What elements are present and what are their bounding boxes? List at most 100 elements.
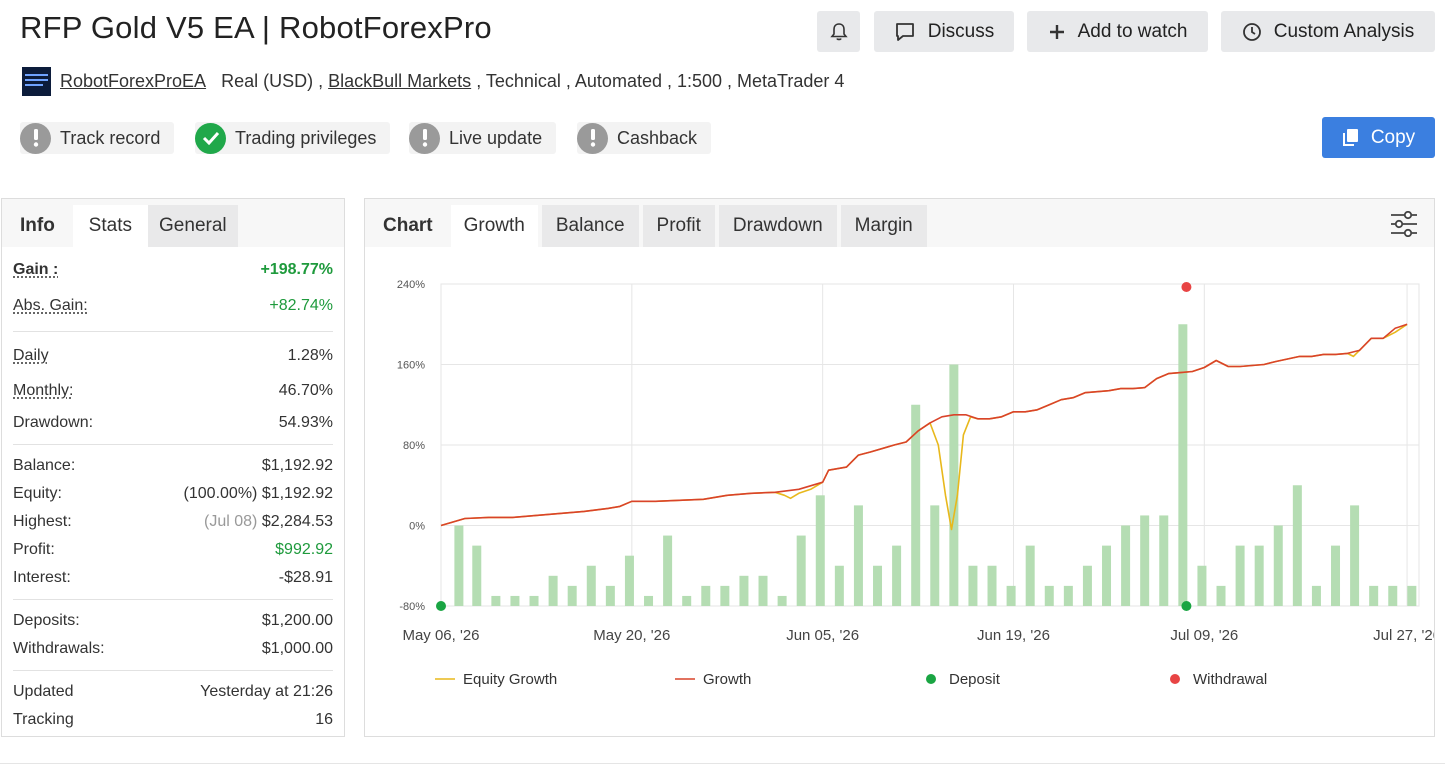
chat-icon <box>895 22 914 41</box>
profit-bar <box>1197 565 1207 606</box>
add-to-watch-label: Add to watch <box>1077 20 1188 42</box>
tab-info[interactable]: Info <box>2 205 73 247</box>
copy-label: Copy <box>1370 126 1416 148</box>
profit-bar <box>739 575 749 606</box>
custom-analysis-label: Custom Analysis <box>1273 20 1415 42</box>
profit-bar <box>1082 565 1092 606</box>
stat-gain: Gain : +198.77% <box>13 261 333 278</box>
x-tick-label: Jun 19, '26 <box>977 627 1050 644</box>
growth-line <box>440 323 1408 527</box>
exclamation-icon <box>577 122 608 154</box>
profit-bar <box>1006 585 1016 606</box>
add-to-watch-button[interactable]: Add to watch <box>1027 11 1208 52</box>
profit-bar <box>1388 585 1398 606</box>
y-tick-label: -80% <box>399 601 425 613</box>
y-tick-label: 240% <box>397 279 425 291</box>
tab-chart[interactable]: Chart <box>365 205 451 247</box>
track-record-label: Track record <box>60 127 161 148</box>
stat-profit: Profit: $992.92 <box>13 541 333 558</box>
stats-panel: Info Stats General Gain : +198.77% Abs. … <box>1 198 345 737</box>
tab-growth[interactable]: Growth <box>450 205 538 247</box>
cashback-badge[interactable]: Cashback <box>577 122 712 154</box>
stat-monthly: Monthly: 46.70% <box>13 382 333 399</box>
profit-bar <box>815 495 825 606</box>
profit-bar <box>1025 545 1035 606</box>
highest-date: (Jul 08) <box>204 513 258 530</box>
account-type: Real (USD) , <box>221 70 324 91</box>
profit-bar <box>720 585 730 606</box>
x-tick-label: May 20, '26 <box>593 627 670 644</box>
stat-updated: Updated Yesterday at 21:26 <box>13 683 333 700</box>
legend-label: Equity Growth <box>463 671 557 688</box>
discuss-button[interactable]: Discuss <box>874 11 1014 52</box>
x-tick-label: May 06, '26 <box>402 627 479 644</box>
divider <box>13 444 333 445</box>
tab-drawdown[interactable]: Drawdown <box>718 205 837 247</box>
profit-bar <box>567 585 577 606</box>
exclamation-icon <box>409 122 440 154</box>
withdrawal-marker <box>1181 282 1192 293</box>
profit-bar <box>472 545 482 606</box>
owner-avatar <box>22 66 51 96</box>
live-update-badge[interactable]: Live update <box>409 122 557 154</box>
profit-bar <box>892 545 902 606</box>
tab-margin[interactable]: Margin <box>840 205 927 247</box>
broker-link[interactable]: BlackBull Markets <box>328 70 472 91</box>
profit-bar <box>701 585 711 606</box>
stat-highest: Highest: (Jul 08) $2,284.53 <box>13 513 333 530</box>
legend-label: Deposit <box>949 671 1001 688</box>
divider <box>13 670 333 671</box>
profit-bar <box>1063 585 1073 606</box>
profit-bar <box>796 535 806 606</box>
profit-bar <box>1407 585 1417 606</box>
y-tick-label: 0% <box>409 521 425 533</box>
tab-general[interactable]: General <box>147 205 238 247</box>
tab-stats[interactable]: Stats <box>72 205 148 247</box>
discuss-label: Discuss <box>927 20 995 42</box>
profit-bar <box>1350 505 1360 606</box>
stat-abs-gain: Abs. Gain: +82.74% <box>13 297 333 314</box>
profit-bar <box>930 505 940 606</box>
stat-deposits: Deposits: $1,200.00 <box>13 612 333 629</box>
bell-icon <box>829 22 848 40</box>
chart-settings-icon[interactable] <box>1390 211 1418 237</box>
profit-bar <box>1140 515 1150 606</box>
profit-bar <box>834 565 844 606</box>
stat-drawdown: Drawdown: 54.93% <box>13 414 333 431</box>
legend-label: Growth <box>703 671 751 688</box>
profit-bar <box>624 555 634 606</box>
trading-privileges-badge[interactable]: Trading privileges <box>195 122 391 154</box>
profit-bar <box>1178 324 1188 606</box>
y-tick-label: 160% <box>397 360 425 372</box>
profit-bar <box>1331 545 1341 606</box>
profit-bar <box>949 364 959 606</box>
profit-bar <box>644 595 654 606</box>
custom-analysis-button[interactable]: Custom Analysis <box>1221 11 1435 52</box>
copy-button[interactable]: Copy <box>1322 117 1435 158</box>
clock-icon <box>1242 22 1261 41</box>
profit-bar <box>758 575 768 606</box>
profit-bar <box>911 404 921 606</box>
profit-bar <box>1254 545 1264 606</box>
exclamation-icon <box>20 122 51 154</box>
profit-bar <box>491 595 501 606</box>
tab-profit[interactable]: Profit <box>642 205 715 247</box>
profit-bar <box>454 525 464 606</box>
notification-bell-button[interactable] <box>817 11 860 52</box>
track-record-badge[interactable]: Track record <box>20 122 175 154</box>
cashback-label: Cashback <box>617 127 698 148</box>
legend-label: Withdrawal <box>1193 671 1267 688</box>
owner-link[interactable]: RobotForexProEA <box>60 70 207 91</box>
profit-bar <box>1121 525 1131 606</box>
stat-daily: Daily 1.28% <box>13 347 333 364</box>
profit-bar <box>529 595 539 606</box>
profit-bar <box>1235 545 1245 606</box>
profit-bar <box>1273 525 1283 606</box>
highest-value: $2,284.53 <box>261 513 333 530</box>
deposit-marker <box>436 601 446 611</box>
profit-bar <box>1369 585 1379 606</box>
stat-interest: Interest: -$28.91 <box>13 569 333 586</box>
profit-bar <box>1044 585 1054 606</box>
divider <box>13 331 333 332</box>
tab-balance[interactable]: Balance <box>541 205 639 247</box>
